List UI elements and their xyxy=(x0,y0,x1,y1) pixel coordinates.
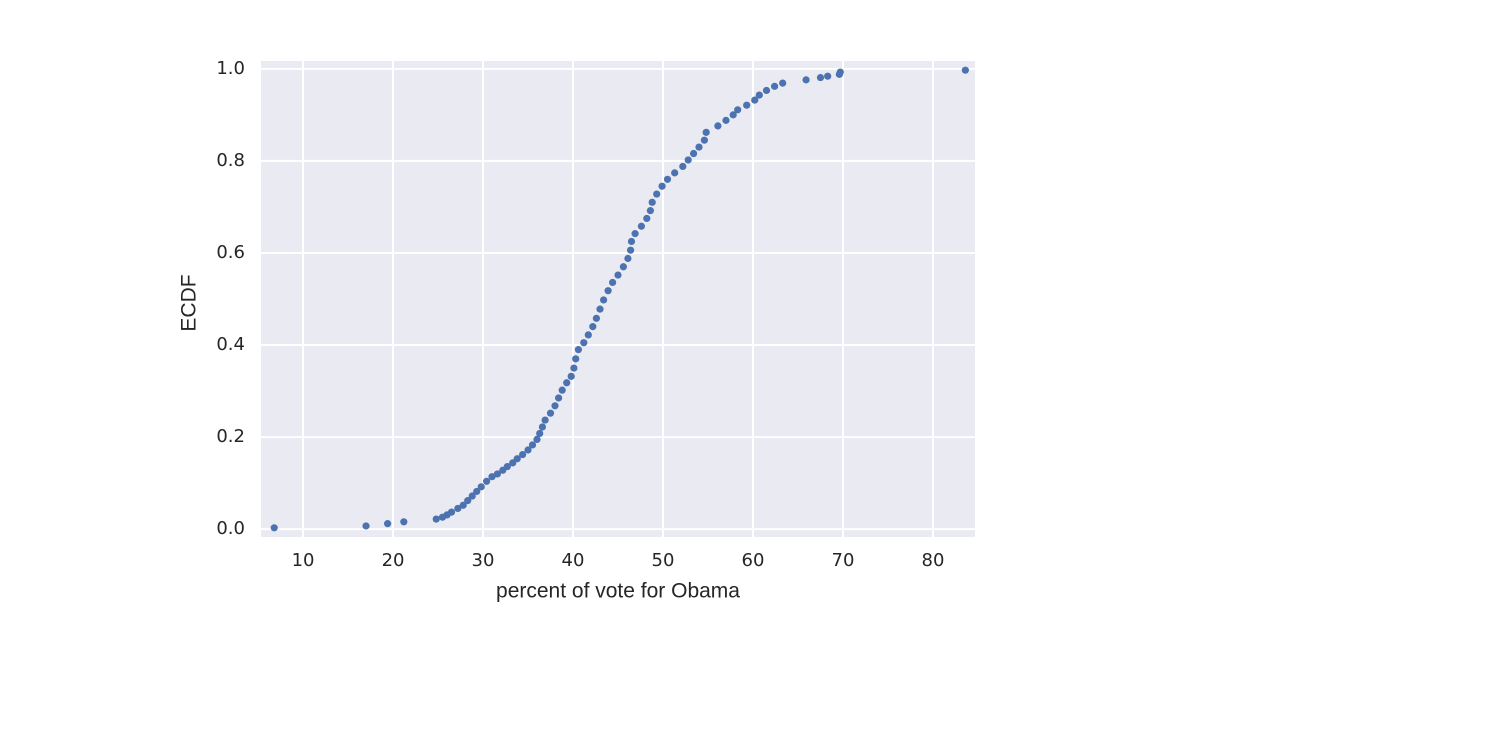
point xyxy=(714,122,722,130)
point xyxy=(459,501,467,509)
point xyxy=(743,101,751,109)
point xyxy=(702,128,710,136)
point xyxy=(600,296,608,304)
point xyxy=(589,323,597,331)
point xyxy=(961,66,969,74)
point xyxy=(755,91,763,99)
point xyxy=(729,111,737,119)
point xyxy=(400,518,408,526)
point xyxy=(679,162,687,171)
point xyxy=(493,470,502,478)
point xyxy=(802,76,810,84)
point xyxy=(533,435,541,444)
point xyxy=(546,409,555,417)
point xyxy=(384,520,392,528)
point xyxy=(637,222,645,230)
point xyxy=(536,429,544,438)
x-tick-label: 80 xyxy=(922,550,945,571)
point xyxy=(584,331,592,339)
x-tick-label: 70 xyxy=(832,550,855,571)
point xyxy=(695,143,703,151)
point xyxy=(671,169,679,177)
x-tick-label: 40 xyxy=(562,550,585,571)
point xyxy=(567,372,575,380)
point xyxy=(770,82,779,90)
point xyxy=(551,402,559,410)
point xyxy=(528,441,537,449)
point xyxy=(477,483,485,491)
point xyxy=(464,497,472,505)
point xyxy=(648,198,656,206)
point xyxy=(626,246,635,254)
point xyxy=(722,116,730,124)
point xyxy=(592,314,601,322)
point xyxy=(604,287,612,295)
point xyxy=(572,355,580,363)
point xyxy=(468,492,476,500)
point xyxy=(619,263,627,271)
point xyxy=(653,190,661,198)
point xyxy=(447,508,456,516)
point xyxy=(473,487,481,496)
point xyxy=(751,96,759,104)
x-tick-label: 60 xyxy=(742,550,765,571)
point xyxy=(580,339,588,347)
point xyxy=(596,305,604,313)
y-tick-label: 0.8 xyxy=(216,150,245,171)
point xyxy=(574,346,583,354)
y-tick-label: 0.2 xyxy=(216,426,245,447)
x-tick-label: 30 xyxy=(472,550,495,571)
point xyxy=(558,386,566,394)
point xyxy=(609,278,617,287)
point xyxy=(624,254,632,263)
point xyxy=(700,136,708,144)
y-tick-label: 1.0 xyxy=(216,58,245,79)
point xyxy=(503,462,511,471)
point xyxy=(643,214,651,223)
point xyxy=(541,416,549,424)
point xyxy=(614,271,622,279)
point xyxy=(524,446,532,454)
point xyxy=(646,207,654,215)
point xyxy=(684,156,692,164)
point xyxy=(689,149,698,158)
y-tick-label: 0.0 xyxy=(216,518,245,539)
point xyxy=(779,79,787,87)
point xyxy=(519,450,527,459)
y-axis-label: ECDF xyxy=(178,274,201,331)
point xyxy=(816,73,825,82)
x-axis-label: percent of vote for Obama xyxy=(496,580,740,603)
point xyxy=(270,524,278,532)
point xyxy=(483,477,491,485)
point xyxy=(513,455,521,463)
point xyxy=(663,175,672,183)
point xyxy=(362,522,370,530)
plot-area xyxy=(261,61,975,537)
point xyxy=(836,68,844,76)
point xyxy=(454,504,462,513)
point xyxy=(734,106,742,114)
y-tick-label: 0.6 xyxy=(216,242,245,263)
point xyxy=(488,473,496,481)
point xyxy=(824,72,832,80)
x-tick-label: 50 xyxy=(652,550,675,571)
point xyxy=(555,394,563,402)
point xyxy=(570,364,578,372)
x-tick-label: 20 xyxy=(382,550,405,571)
point xyxy=(627,237,636,246)
point xyxy=(432,515,440,523)
y-tick-label: 0.4 xyxy=(216,334,245,355)
point xyxy=(658,182,666,190)
point xyxy=(563,379,571,387)
point xyxy=(762,86,771,95)
x-tick-label: 10 xyxy=(292,550,315,571)
point xyxy=(631,230,639,238)
point xyxy=(538,423,547,431)
